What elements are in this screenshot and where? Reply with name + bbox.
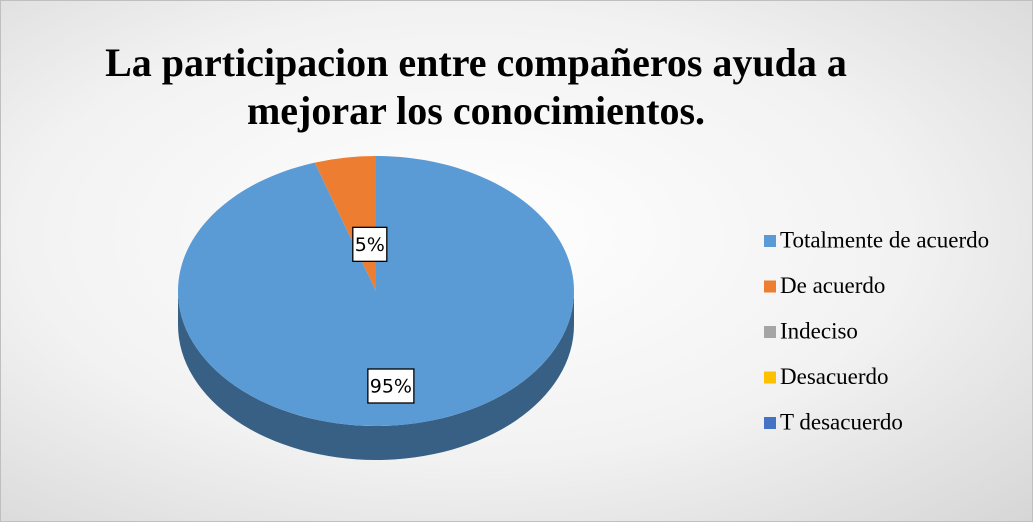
legend-label: De acuerdo	[780, 273, 885, 298]
legend-swatch	[764, 326, 776, 338]
legend-swatch	[764, 417, 776, 429]
slice-side	[178, 291, 574, 460]
data-label: 95%	[370, 376, 412, 398]
label-box	[367, 368, 415, 404]
legend-label: Desacuerdo	[780, 364, 889, 389]
legend-label: T desacuerdo	[780, 409, 903, 434]
label-box	[352, 226, 388, 262]
legend-label: Indeciso	[780, 318, 858, 343]
chart-title: La participacion entre compañeros ayuda …	[105, 40, 847, 133]
legend-swatch	[764, 371, 776, 384]
legend-swatch	[764, 280, 776, 293]
legend-label: Totalmente de acuerdo	[780, 227, 989, 252]
legend-swatch	[764, 235, 776, 247]
data-label: 5%	[355, 234, 385, 256]
